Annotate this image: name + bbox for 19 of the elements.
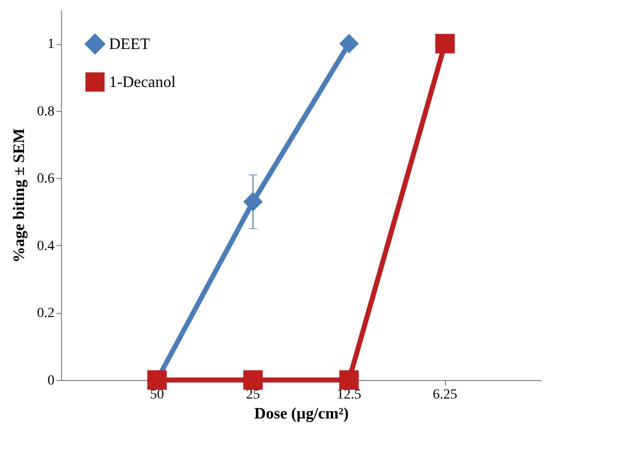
point (435, 34, 455, 54)
x-tick-label: 25 (246, 388, 260, 402)
x-tick-label: 50 (150, 388, 164, 402)
point (339, 370, 359, 390)
y-tick-label: 0 (48, 374, 54, 388)
y-tick-label: 0.4 (37, 238, 54, 254)
y-tick-label: 1 (48, 37, 54, 52)
point (243, 370, 263, 390)
y-tick-label: 0.6 (37, 172, 54, 187)
y-tick-label: 0.2 (37, 306, 54, 322)
x-tick-label: 12.5 (336, 388, 362, 402)
x-tick-label: 6.25 (432, 388, 458, 402)
legend-label: 1-Decanol (109, 74, 176, 91)
point (339, 34, 359, 54)
legend-label: DEET (109, 36, 150, 53)
point (243, 192, 263, 212)
y-tick-label: 0.8 (37, 104, 54, 120)
x-axis-title: Dose (µg/cm²) (254, 406, 349, 422)
y-axis-title: %age biting ± SEM (11, 128, 28, 263)
